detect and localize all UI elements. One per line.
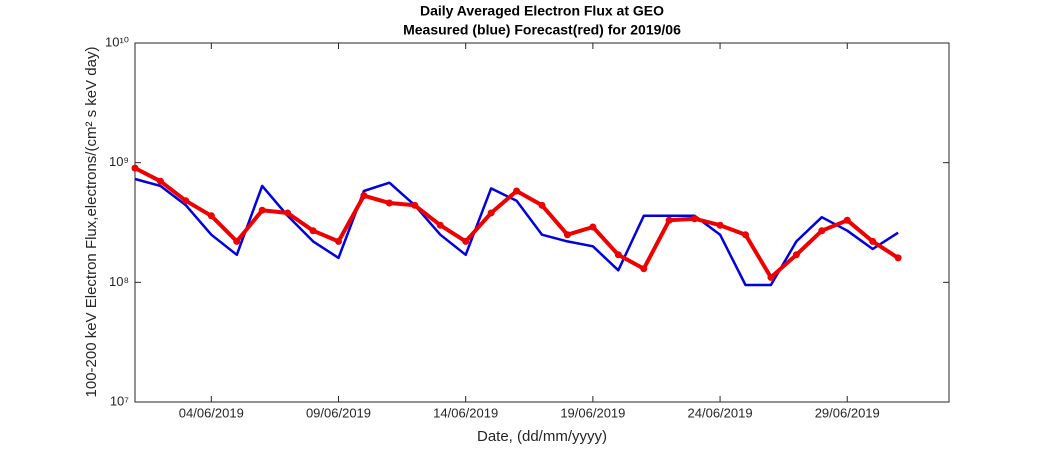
series-marker [131,164,139,172]
series-marker [589,223,597,231]
series-marker [360,192,368,200]
series-marker [691,215,699,223]
series-marker [487,209,495,217]
y-tick-label: 10⁷ [110,393,129,408]
series-marker [309,227,317,235]
series-marker [538,201,546,209]
series-line [134,177,899,287]
series-marker [513,187,521,195]
series-marker [869,237,877,245]
y-axis-label: 100-200 keV Electron Flux,electrons/(cm²… [83,47,100,398]
series-marker [614,251,622,259]
plot-frame [134,42,950,403]
x-tick-label: 24/06/2019 [688,405,753,420]
x-tick-label: 19/06/2019 [560,405,625,420]
series-marker [284,209,292,217]
x-tick-label: 09/06/2019 [306,405,371,420]
x-tick-label: 29/06/2019 [815,405,880,420]
series-marker [843,216,851,224]
x-axis-label: Date, (dd/mm/yyyy) [477,428,607,445]
series-marker [767,273,775,281]
series-marker [563,231,571,239]
series-marker [716,221,724,229]
chart-subtitle: Measured (blue) Forecast(red) for 2019/0… [403,22,681,38]
chart-title: Daily Averaged Electron Flux at GEO [420,3,664,19]
x-tick-label: 14/06/2019 [433,405,498,420]
y-tick-label: 10⁹ [109,154,129,169]
series-marker [385,199,393,207]
y-tick-label: 10⁸ [109,274,129,289]
series-marker [792,251,800,259]
x-tick-label: 04/06/2019 [179,405,244,420]
y-tick-label: 10¹⁰ [105,34,129,49]
series-marker [462,237,470,245]
series-marker [742,231,749,239]
series-marker [818,227,826,235]
series-marker [436,221,444,229]
series-marker [156,177,164,185]
series-marker [640,265,648,273]
series-marker [665,216,673,224]
series-marker [258,206,266,214]
series-marker [233,237,241,245]
series-marker [182,197,190,205]
series-marker [207,212,215,220]
series-marker [894,254,902,262]
series-marker [411,201,419,209]
series-marker [335,237,342,245]
